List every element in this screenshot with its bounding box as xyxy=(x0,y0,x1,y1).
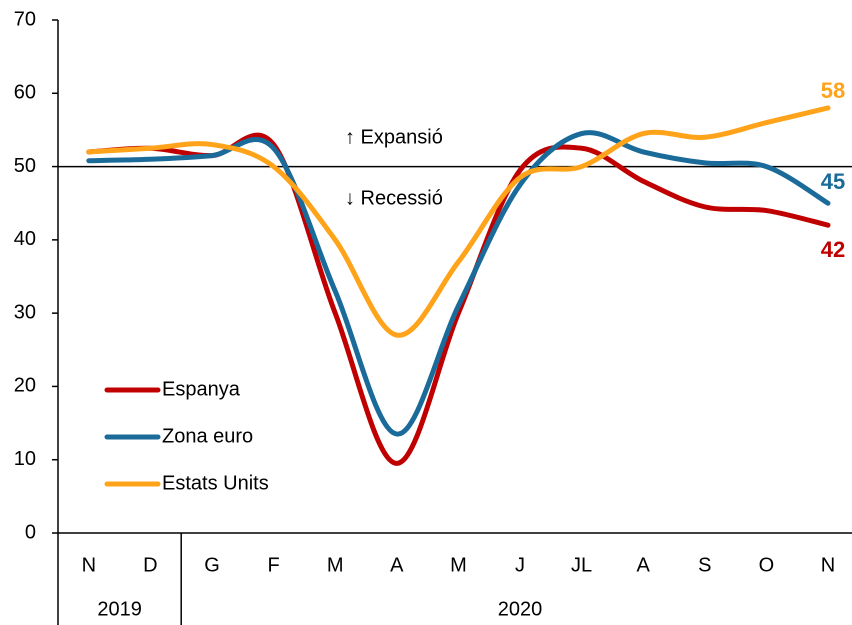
x-tick-label: A xyxy=(390,554,404,576)
x-tick-label: J xyxy=(515,554,525,576)
annotation: ↓ Recessió xyxy=(345,187,443,209)
series-line xyxy=(86,105,831,338)
x-tick-label: M xyxy=(327,554,344,576)
x-tick-label: A xyxy=(637,554,651,576)
x-tick-label: JL xyxy=(571,554,592,576)
x-tick-label: F xyxy=(267,554,279,576)
y-tick-label: 70 xyxy=(14,8,36,30)
annotation: ↑ Expansió xyxy=(345,126,443,148)
x-tick-label: O xyxy=(759,554,775,576)
legend-label: Estats Units xyxy=(162,472,269,494)
value-label: 45 xyxy=(821,169,845,194)
x-tick-label: S xyxy=(698,554,711,576)
y-tick-label: 40 xyxy=(14,228,36,250)
x-tick-label: N xyxy=(82,554,96,576)
x-tick-label: D xyxy=(143,554,157,576)
y-tick-label: 10 xyxy=(14,448,36,470)
y-tick-label: 0 xyxy=(25,521,36,543)
y-tick-label: 20 xyxy=(14,375,36,397)
year-label: 2019 xyxy=(97,598,142,620)
series-line xyxy=(86,132,831,466)
x-tick-label: M xyxy=(450,554,467,576)
x-tick-label: N xyxy=(821,554,835,576)
y-tick-label: 50 xyxy=(14,155,36,177)
y-tick-label: 60 xyxy=(14,82,36,104)
x-tick-label: G xyxy=(204,554,220,576)
legend-label: Espanya xyxy=(162,378,241,400)
year-label: 2020 xyxy=(498,598,543,620)
value-label: 58 xyxy=(821,78,845,103)
legend-label: Zona euro xyxy=(162,425,253,447)
value-label: 42 xyxy=(821,237,845,262)
y-tick-label: 30 xyxy=(14,301,36,323)
